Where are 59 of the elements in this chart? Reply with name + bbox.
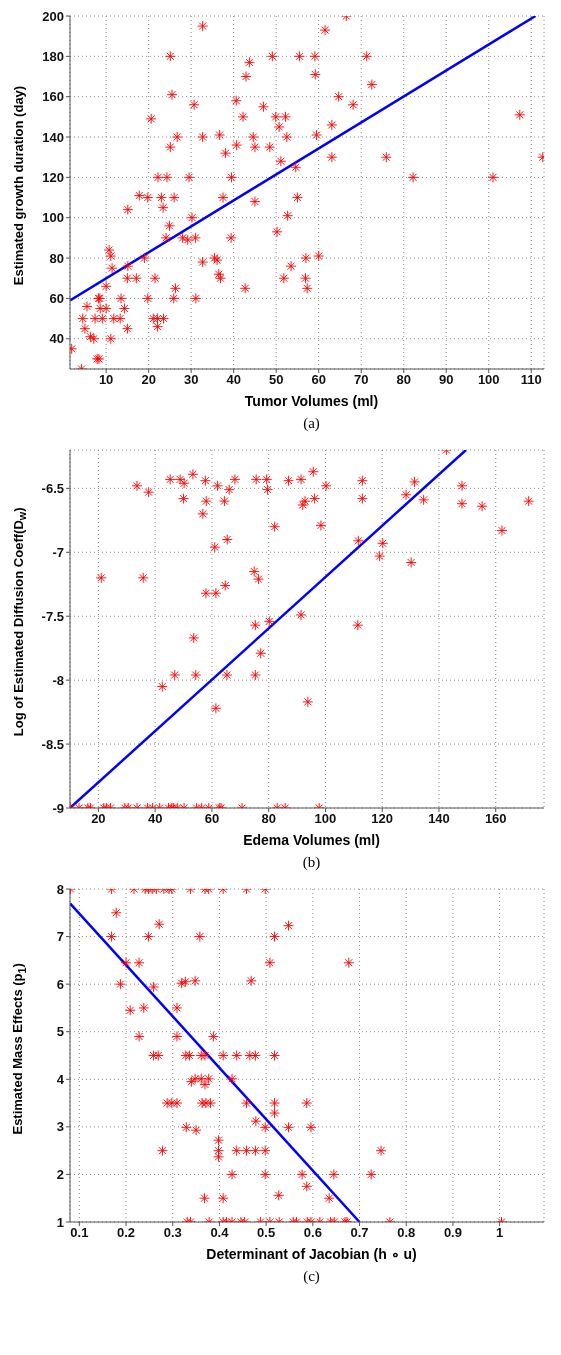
x-tick-label: 10	[98, 372, 114, 388]
y-tick-label: 140	[42, 129, 64, 145]
y-tick-label: 120	[42, 169, 64, 185]
x-tick-label: 0.4	[210, 1225, 230, 1241]
x-tick-label: 20	[141, 372, 156, 388]
x-tick-label: 0.5	[257, 1225, 276, 1241]
x-tick-label: 0.1	[70, 1225, 89, 1241]
x-tick-label: 0.2	[117, 1225, 136, 1241]
y-tick-label: 40	[49, 331, 64, 347]
y-tick-label: -8.5	[41, 736, 64, 752]
x-tick-label: 1	[496, 1225, 504, 1241]
x-tick-label: 0.6	[303, 1225, 322, 1241]
x-tick-label: 100	[314, 811, 337, 827]
y-tick-label: 180	[42, 48, 64, 64]
y-tick-label: 6	[56, 976, 64, 992]
x-tick-label: 0.9	[443, 1225, 462, 1241]
x-tick-label: 0.8	[397, 1225, 416, 1241]
x-tick-label: 80	[396, 372, 411, 388]
x-tick-label: 40	[226, 372, 241, 388]
x-tick-label: 90	[438, 372, 454, 388]
y-tick-label: 7	[56, 929, 64, 945]
y-tick-label: 80	[49, 250, 64, 266]
y-tick-label: -7.5	[41, 608, 64, 624]
y-tick-label: 1	[56, 1214, 64, 1230]
x-tick-label: 80	[261, 811, 276, 827]
x-tick-label: 160	[484, 811, 507, 827]
x-tick-label: 60	[311, 372, 326, 388]
x-tick-label: 40	[147, 811, 163, 827]
text: (c)	[302, 1268, 321, 1285]
x-tick-label: 70	[353, 372, 369, 388]
x-tick-label: 30	[183, 372, 199, 388]
x-tick-label: 20	[91, 811, 106, 827]
x-tick-label: 0.7	[350, 1225, 369, 1241]
y-tick-label: -7	[52, 544, 64, 560]
y-tick-label: 2	[56, 1167, 64, 1183]
x-tick-label: 60	[204, 811, 220, 827]
y-tick-label: 100	[42, 210, 64, 226]
x-tick-label: 50	[268, 372, 284, 388]
text: (b)	[301, 854, 322, 871]
x-tick-label: 140	[428, 811, 450, 827]
y-tick-label: 200	[42, 8, 64, 24]
y-tick-label: -8	[52, 672, 64, 688]
x-tick-label: 100	[477, 372, 500, 388]
x-axis-title: Tumor Volumes (ml)	[243, 393, 380, 409]
y-tick-label: -6.5	[41, 480, 64, 496]
y-tick-label: 5	[56, 1024, 64, 1040]
y-tick-label: 60	[49, 291, 64, 307]
x-tick-label: 120	[371, 811, 394, 827]
y-tick-label: 3	[56, 1119, 64, 1135]
y-tick-label: 4	[56, 1071, 65, 1087]
x-tick-label: 0.3	[163, 1225, 182, 1241]
x-axis-title: Edema Volumes (ml)	[242, 832, 381, 848]
text: (a)	[302, 415, 321, 432]
x-tick-label: 110	[520, 372, 542, 388]
y-tick-label: 160	[42, 89, 64, 105]
y-tick-label: -9	[52, 800, 64, 816]
x-axis-title: Determinant of Jacobian (h ∘ u)	[205, 1246, 418, 1262]
y-axis-title: Estimated growth duration (day)	[11, 85, 27, 286]
y-tick-label: 8	[56, 881, 64, 897]
